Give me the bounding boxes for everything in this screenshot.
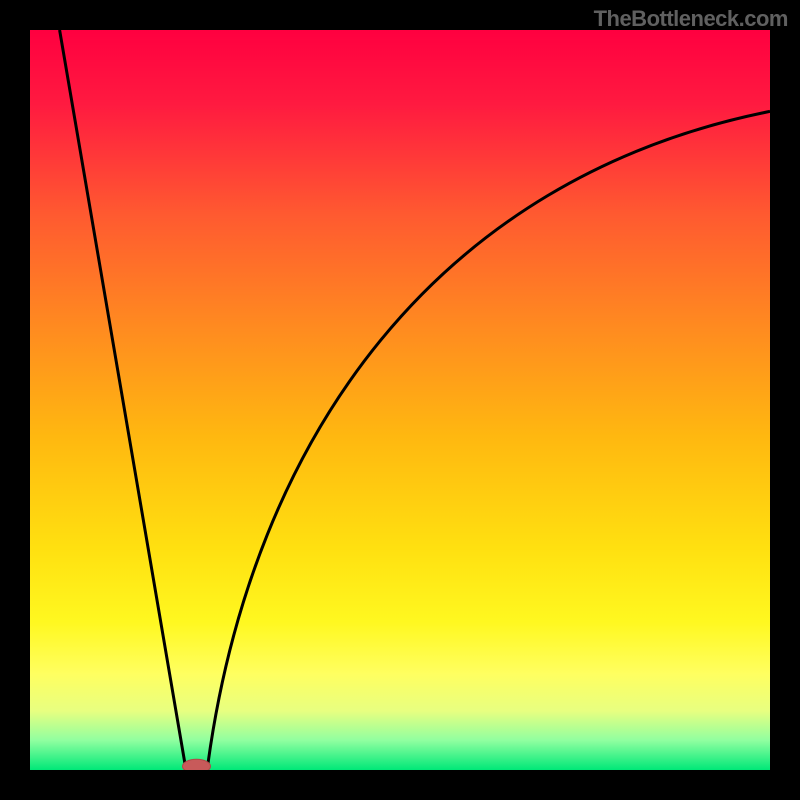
watermark-text: TheBottleneck.com	[594, 6, 788, 32]
optimal-marker	[183, 759, 211, 770]
chart-svg	[30, 30, 770, 770]
plot-area	[30, 30, 770, 770]
